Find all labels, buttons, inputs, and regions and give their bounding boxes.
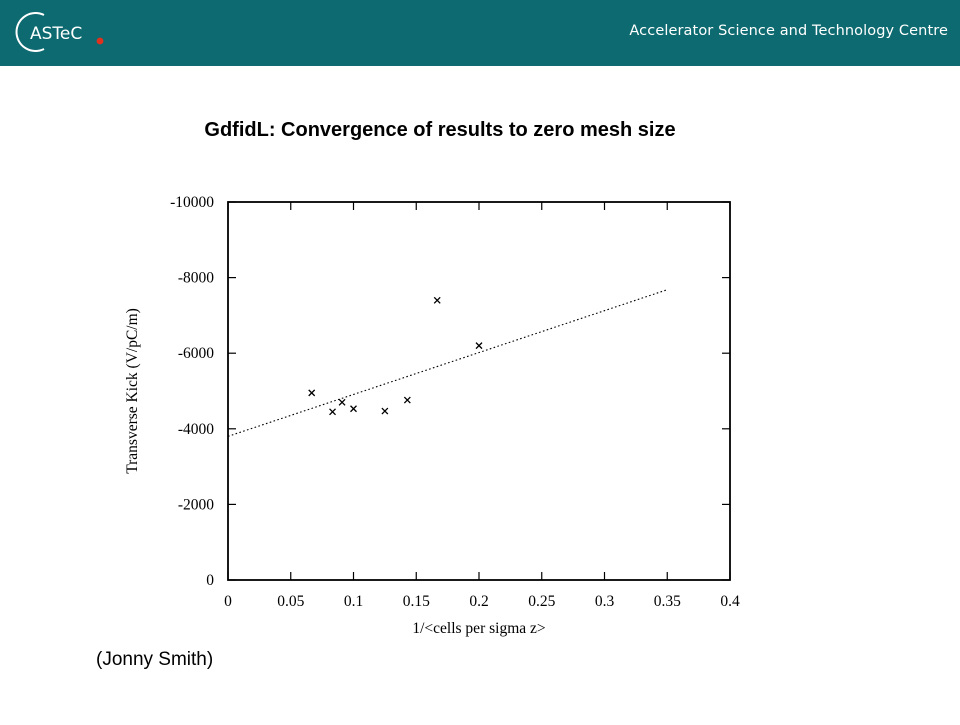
x-tick-label: 0.25 — [528, 593, 555, 610]
tick-marks — [227, 201, 731, 581]
data-point — [308, 389, 316, 397]
credit-text: (Jonny Smith) — [96, 649, 214, 670]
x-tick-label: 0.4 — [720, 593, 740, 610]
header-bar: ASTeC Accelerator Science and Technology… — [0, 0, 960, 66]
data-point — [329, 408, 337, 416]
x-tick-label: 0.15 — [403, 593, 430, 610]
fit-line — [227, 289, 668, 437]
fit-line-layer — [227, 289, 668, 437]
data-points — [308, 296, 483, 416]
x-tick-label: 0.05 — [277, 593, 304, 610]
x-tick-labels: 0 0.05 0.1 0.15 0.2 0.25 0.3 0.35 0.4 — [224, 593, 740, 610]
y-tick-label: -6000 — [178, 345, 214, 362]
data-point — [433, 296, 441, 304]
astec-logo: ASTeC — [15, 12, 104, 52]
logo-dot — [96, 37, 104, 45]
y-tick-labels: 0 -2000 -4000 -6000 -8000 -10000 — [170, 194, 214, 589]
y-tick-label: -2000 — [178, 496, 214, 513]
y-tick-label: -8000 — [178, 270, 214, 287]
x-axis-label: 1/<cells per sigma z> — [412, 620, 545, 637]
y-tick-label: 0 — [206, 572, 214, 589]
data-point — [338, 398, 346, 406]
data-point — [350, 405, 357, 413]
data-point — [403, 396, 411, 404]
org-name: Accelerator Science and Technology Centr… — [629, 23, 948, 39]
data-point — [475, 342, 483, 350]
data-point — [381, 407, 389, 415]
y-tick-label: -4000 — [178, 421, 214, 438]
logo-text: ASTeC — [30, 24, 82, 44]
y-tick-label: -10000 — [170, 194, 214, 211]
x-tick-label: 0 — [224, 593, 232, 610]
slide-title: GdfidL: Convergence of results to zero m… — [204, 119, 676, 141]
y-axis-label: Transverse Kick (V/pC/m) — [124, 308, 141, 474]
x-tick-label: 0.35 — [654, 593, 681, 610]
x-tick-label: 0.2 — [469, 593, 488, 610]
plot-frame — [227, 201, 731, 581]
x-tick-label: 0.3 — [595, 593, 615, 610]
x-tick-label: 0.1 — [344, 593, 363, 610]
